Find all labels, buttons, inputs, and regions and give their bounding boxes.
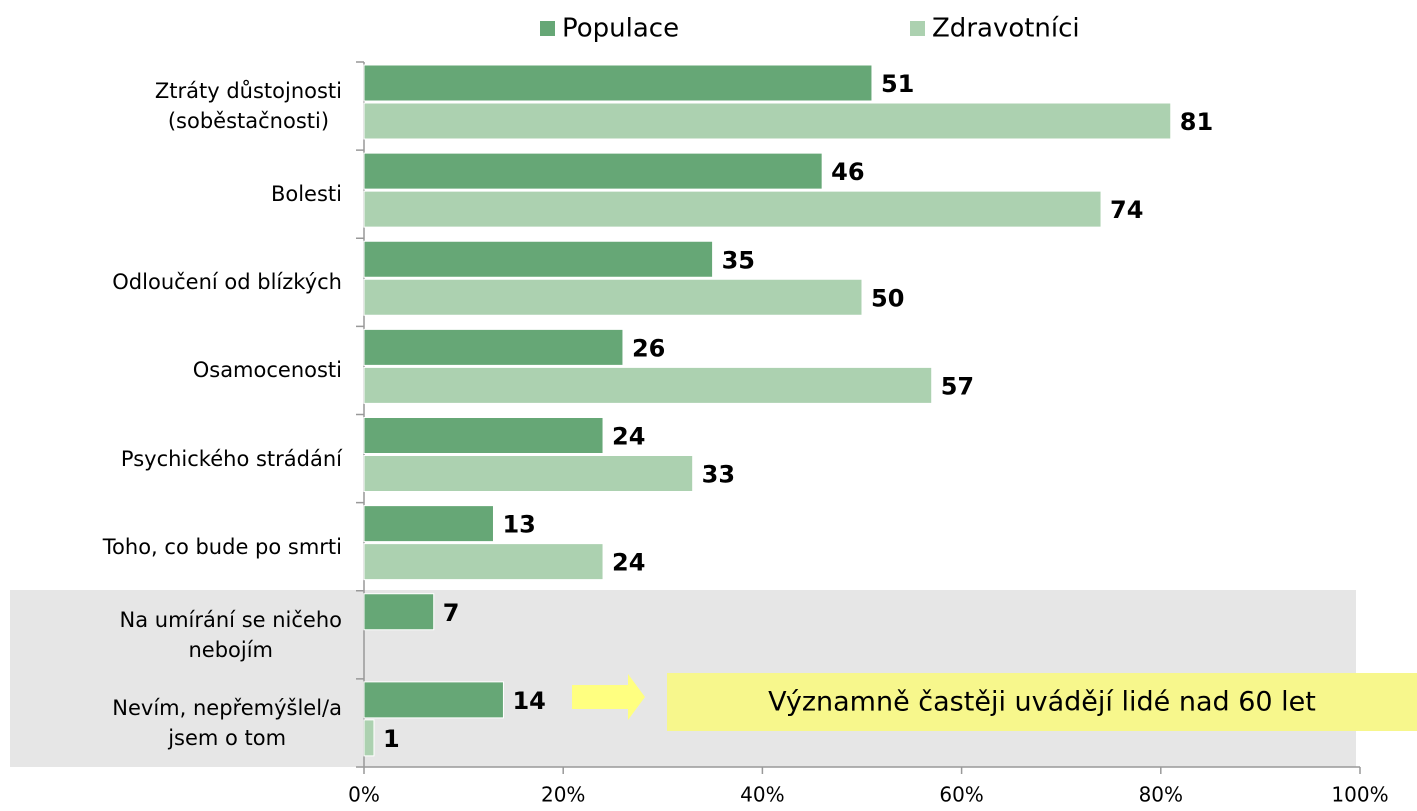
value-label: 13 bbox=[502, 511, 535, 539]
category-label-box: Nevím, nepřemýšlel/a jsem o tom bbox=[0, 693, 342, 753]
legend-label: Populace bbox=[562, 14, 679, 44]
category-label-box: Psychického strádání bbox=[0, 444, 342, 474]
value-label: 57 bbox=[941, 372, 974, 400]
annotation: Významně častěji uvádějí lidé nad 60 let bbox=[768, 687, 1316, 718]
value-label: 46 bbox=[831, 158, 864, 186]
value-label: 7 bbox=[443, 599, 460, 627]
value-label: 81 bbox=[1180, 108, 1213, 136]
x-tick-label: 100% bbox=[1331, 783, 1388, 807]
bar bbox=[363, 719, 375, 757]
bar bbox=[363, 543, 604, 581]
x-tick-label: 60% bbox=[939, 783, 983, 807]
bar bbox=[363, 681, 504, 719]
bar bbox=[363, 505, 494, 543]
value-label: 74 bbox=[1110, 196, 1143, 224]
category-label: Bolesti bbox=[270, 182, 342, 207]
bar bbox=[363, 102, 1172, 140]
bar bbox=[363, 455, 694, 492]
category-label-box: Na umírání se ničeho nebojím bbox=[0, 605, 342, 665]
x-tick-label: 80% bbox=[1139, 783, 1183, 807]
annotation-box bbox=[667, 673, 1417, 731]
category-label: Na umírání se ničeho nebojím bbox=[119, 607, 342, 662]
category-label: Nevím, nepřemýšlel/a jsem o tom bbox=[112, 695, 342, 750]
value-label: 33 bbox=[702, 461, 735, 489]
category-label: Ztráty důstojnosti (soběstačnosti) bbox=[154, 79, 342, 134]
category-label-box: Bolesti bbox=[0, 179, 342, 209]
legend-swatch bbox=[540, 21, 555, 36]
x-tick-label: 20% bbox=[541, 783, 585, 807]
value-label: 35 bbox=[722, 246, 755, 274]
category-label: Psychického strádání bbox=[120, 446, 342, 471]
category-label: Odloučení od blízkých bbox=[112, 270, 342, 295]
category-label-box: Osamocenosti bbox=[0, 355, 342, 385]
value-label: 24 bbox=[612, 423, 645, 451]
bar bbox=[363, 152, 823, 190]
category-label-box: Odloučení od blízkých bbox=[0, 267, 342, 297]
value-label: 24 bbox=[612, 549, 645, 577]
bar bbox=[363, 190, 1102, 228]
bar bbox=[363, 240, 714, 278]
bar bbox=[363, 278, 863, 316]
value-label: 51 bbox=[881, 70, 914, 98]
bar bbox=[363, 417, 604, 454]
category-label-box: Ztráty důstojnosti (soběstačnosti) bbox=[0, 76, 342, 136]
bar bbox=[363, 366, 933, 404]
value-label: 14 bbox=[512, 687, 545, 715]
legend-label: Zdravotníci bbox=[932, 14, 1080, 44]
legend-swatch bbox=[910, 21, 925, 36]
category-label-box: Toho, co bude po smrti bbox=[0, 532, 342, 562]
bar bbox=[363, 328, 624, 366]
bar bbox=[363, 593, 435, 631]
bar bbox=[363, 64, 873, 102]
x-tick-label: 40% bbox=[740, 783, 784, 807]
x-tick-label: 0% bbox=[348, 783, 380, 807]
category-label: Toho, co bude po smrti bbox=[102, 534, 342, 559]
annotation-arrow bbox=[572, 674, 645, 720]
value-label: 26 bbox=[632, 334, 665, 362]
value-label: 50 bbox=[871, 284, 904, 312]
category-label: Osamocenosti bbox=[192, 358, 342, 383]
value-label: 1 bbox=[383, 725, 400, 753]
